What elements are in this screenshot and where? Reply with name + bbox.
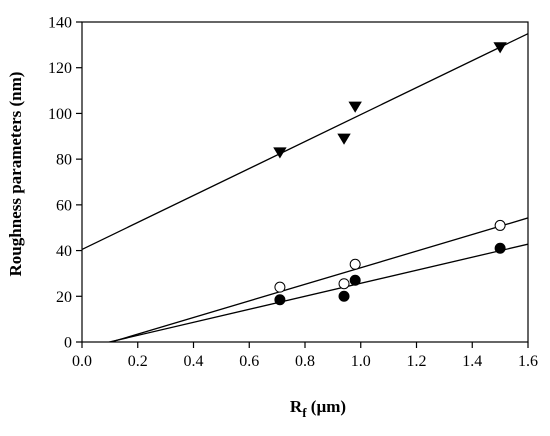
fit-line: [108, 217, 528, 342]
x-tick-label: 0.0: [72, 353, 92, 370]
y-tick-label: 120: [48, 60, 72, 77]
x-axis-title: Rf (µm): [290, 397, 346, 420]
x-tick-label: 1.6: [518, 353, 538, 370]
x-axis-title-unit: (µm): [307, 397, 347, 416]
open-circle-point: [338, 278, 350, 290]
open-circle-point: [349, 258, 361, 270]
open-circle-point: [274, 281, 286, 293]
filled-circle-point: [349, 274, 361, 286]
fit-line: [82, 33, 528, 251]
open-circle-point: [494, 219, 506, 231]
y-tick-label: 20: [56, 289, 72, 306]
triangle-point: [348, 101, 362, 113]
y-tick-label: 80: [56, 152, 72, 169]
data-markers: [273, 42, 507, 306]
x-tick-label: 1.4: [462, 353, 482, 370]
filled-circle-point: [494, 242, 506, 254]
y-tick-label: 100: [48, 106, 72, 123]
x-axis-title-main: R: [290, 397, 303, 416]
x-tick-label: 1.2: [407, 353, 427, 370]
fit-lines: [82, 33, 528, 342]
y-axis-title: Roughness parameters (nm): [6, 72, 25, 277]
plot-frame: [81, 21, 529, 343]
x-tick-label: 0.6: [239, 353, 259, 370]
fit-line: [106, 243, 528, 342]
triangle-point: [493, 42, 507, 54]
axes: 0.0 0.2 0.4 0.6 0.8 1.0 1.2 1.4 1.6 0 20 40 60 80 100 1…: [48, 15, 538, 371]
triangle-point: [337, 133, 351, 145]
x-tick-label: 0.4: [184, 353, 204, 370]
x-tick-label: 0.2: [128, 353, 148, 370]
y-tick-label: 60: [56, 197, 72, 214]
x-tick-label: 1.0: [351, 353, 371, 370]
x-tick-label: 0.8: [295, 353, 315, 370]
filled-circle-point: [274, 294, 286, 306]
y-tick-label: 0: [64, 335, 72, 352]
triangle-point: [273, 147, 287, 159]
y-tick-label: 40: [56, 243, 72, 260]
y-tick-label: 140: [48, 15, 72, 32]
x-axis-title-subscript: f: [302, 405, 307, 420]
filled-circle-point: [338, 290, 350, 302]
